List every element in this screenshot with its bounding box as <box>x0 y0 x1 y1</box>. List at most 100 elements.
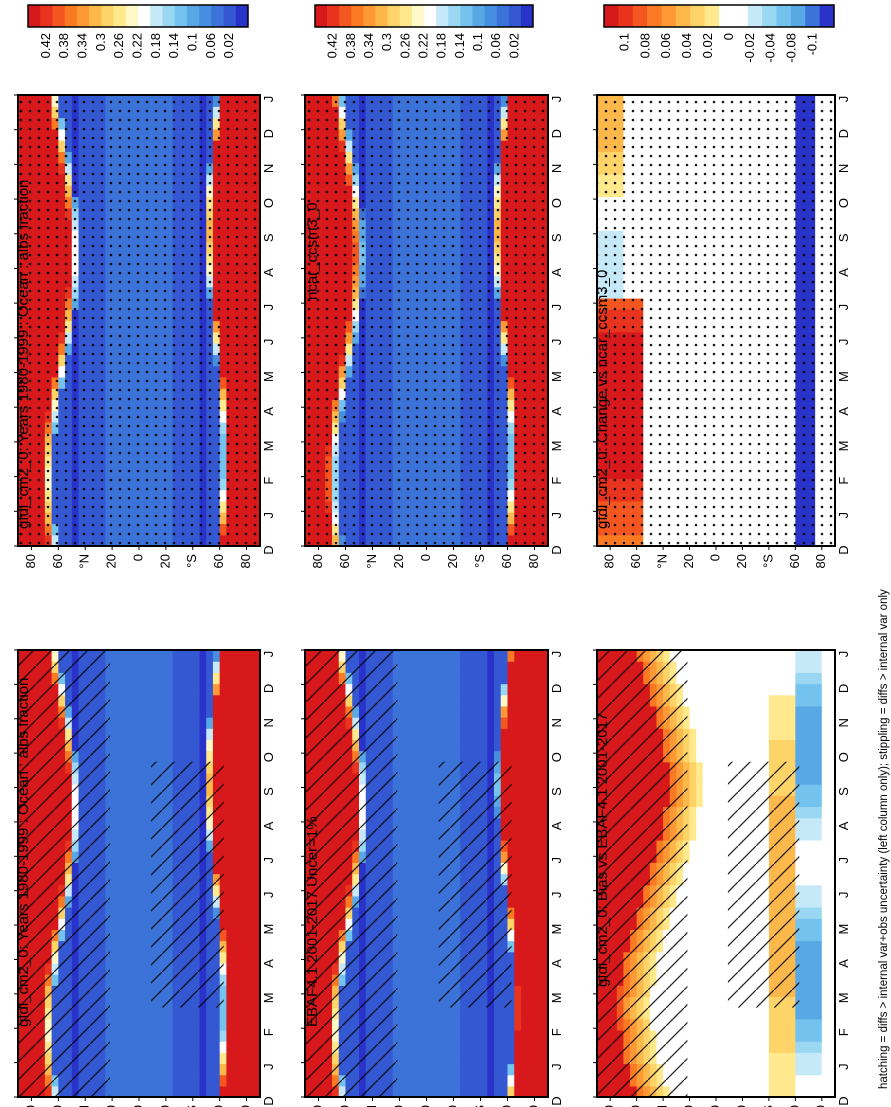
heatmap-cell <box>253 1052 261 1065</box>
heatmap-cell <box>253 761 261 774</box>
lat-tick-label: °N <box>77 1105 92 1107</box>
heatmap-cell <box>239 918 248 930</box>
heatmap-cell <box>406 862 414 875</box>
heatmap-cell <box>226 884 234 897</box>
heatmap-cell <box>419 873 428 886</box>
heatmap-cell <box>426 940 434 953</box>
heatmap-cell <box>419 694 428 707</box>
heatmap-cell <box>253 705 261 718</box>
heatmap-cell <box>500 717 509 729</box>
heatmap-cell <box>186 683 194 696</box>
heatmap-cell <box>206 1029 214 1042</box>
heatmap-cell <box>125 851 133 863</box>
heatmap-cell <box>406 817 414 830</box>
heatmap-cell <box>500 650 509 662</box>
heatmap-cell <box>446 1029 455 1042</box>
heatmap-cell <box>399 895 407 908</box>
heatmap-cell <box>212 750 221 763</box>
heatmap-cell <box>399 996 407 1009</box>
heatmap-cell <box>534 884 542 897</box>
heatmap-cell <box>453 1029 461 1042</box>
heatmap-cell <box>406 1063 414 1076</box>
heatmap-cell <box>139 1007 147 1020</box>
heatmap-cell <box>246 1052 254 1065</box>
heatmap-cell <box>514 1052 522 1065</box>
heatmap-cell <box>413 828 421 841</box>
heatmap-cell <box>226 951 234 964</box>
heatmap-cell <box>125 694 133 707</box>
heatmap-cell <box>239 728 248 740</box>
heatmap-cell <box>433 996 441 1009</box>
heatmap-cell <box>233 828 241 841</box>
heatmap-cell <box>253 1007 261 1020</box>
lat-tick-label: 0 <box>130 1105 145 1107</box>
heatmap-cell <box>233 661 241 673</box>
heatmap-cell <box>226 996 234 1009</box>
heatmap-cell <box>152 728 160 740</box>
heatmap-cell <box>426 728 434 740</box>
heatmap-cell <box>399 761 407 774</box>
heatmap-cell <box>399 1063 407 1076</box>
heatmap-cell <box>426 873 434 886</box>
heatmap-cell <box>118 750 127 763</box>
heatmap-cell <box>125 1029 133 1042</box>
heatmap-cell <box>172 1041 180 1053</box>
heatmap-cell <box>233 918 241 930</box>
heatmap-cell <box>419 996 428 1009</box>
heatmap-cell <box>440 1018 448 1031</box>
heatmap-cell <box>199 650 207 662</box>
heatmap-cell <box>179 750 187 763</box>
heatmap-cell <box>521 717 529 729</box>
heatmap-cell <box>426 996 434 1009</box>
heatmap-cell <box>541 784 549 796</box>
heatmap-cell <box>534 1074 542 1087</box>
heatmap-cell <box>521 940 529 953</box>
heatmap-cell <box>399 1052 407 1065</box>
heatmap-cell <box>507 1041 515 1053</box>
heatmap-cell <box>253 884 261 897</box>
heatmap-cell <box>118 739 127 752</box>
heatmap-cell <box>159 1074 167 1087</box>
heatmap-cell <box>453 1052 461 1065</box>
heatmap-cell <box>132 918 140 930</box>
heatmap-cell <box>239 929 248 942</box>
heatmap-cell <box>112 1085 120 1098</box>
heatmap-cell <box>426 1074 434 1087</box>
month-tick-label: M <box>549 924 564 935</box>
heatmap-cell <box>467 1029 475 1042</box>
month-tick-label: D <box>261 684 276 693</box>
heatmap-cell <box>500 750 509 763</box>
heatmap-cell <box>139 895 147 908</box>
heatmap-cell <box>226 895 234 908</box>
heatmap-cell <box>494 1041 502 1053</box>
heatmap-cell <box>413 873 421 886</box>
heatmap-cell <box>112 806 120 819</box>
heatmap-cell <box>440 650 448 662</box>
heatmap-cell <box>534 1029 542 1042</box>
heatmap-cell <box>145 761 154 774</box>
heatmap-cell <box>460 661 468 673</box>
heatmap-cell <box>487 683 495 696</box>
month-tick-label: J <box>261 891 276 898</box>
heatmap-cell <box>426 929 434 942</box>
heatmap-cell <box>406 784 414 796</box>
heatmap-cell <box>413 839 421 852</box>
heatmap-cell <box>246 1063 254 1076</box>
heatmap-cell <box>399 951 407 964</box>
heatmap-cell <box>192 705 201 718</box>
heatmap-cell <box>514 1085 522 1098</box>
heatmap-cell <box>212 1018 221 1031</box>
heatmap-cell <box>453 650 461 662</box>
heatmap-cell <box>246 705 254 718</box>
heatmap-cell <box>206 1018 214 1031</box>
heatmap-cell <box>453 1085 461 1098</box>
heatmap-cell <box>233 996 241 1009</box>
heatmap-cell <box>514 839 522 852</box>
heatmap-cell <box>233 1018 241 1031</box>
heatmap-cell <box>233 728 241 740</box>
heatmap-cell <box>226 907 234 919</box>
heatmap-cell <box>206 661 214 673</box>
month-tick-label: M <box>261 441 276 452</box>
heatmap-cell <box>433 1063 441 1076</box>
